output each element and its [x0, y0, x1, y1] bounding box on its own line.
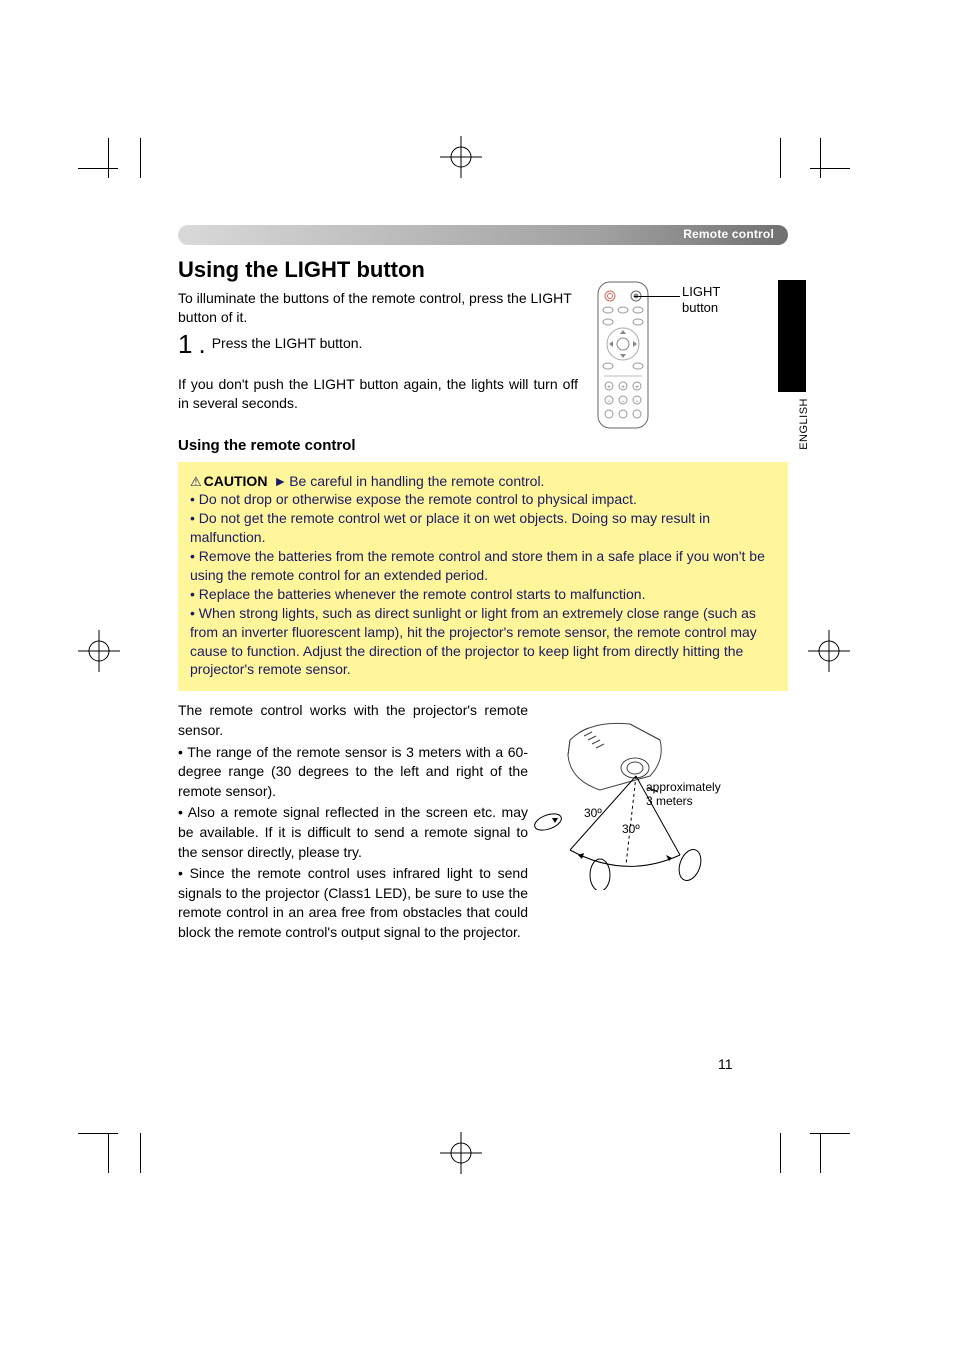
- caution-lead: Be careful in handling the remote contro…: [289, 473, 544, 489]
- step-number: 1: [178, 331, 192, 357]
- after-step-paragraph: If you don't push the LIGHT button again…: [178, 375, 578, 413]
- approx-distance-label: approximately 3 meters: [646, 780, 721, 809]
- caution-bullet-1: • Do not drop or otherwise expose the re…: [190, 490, 776, 509]
- caution-bullet-4: • Replace the batteries whenever the rem…: [190, 585, 776, 604]
- arrow-icon: ►: [273, 473, 287, 489]
- step-dot: .: [198, 331, 205, 357]
- svg-text:−: −: [621, 399, 625, 405]
- caution-bullet-2: • Do not get the remote control wet or p…: [190, 509, 776, 547]
- section-header-text: Remote control: [683, 227, 774, 241]
- side-language-label: ENGLISH: [798, 398, 810, 450]
- caution-box: ⚠CAUTION ►Be careful in handling the rem…: [178, 462, 788, 692]
- step-row: 1 . Press the LIGHT button.: [178, 331, 788, 357]
- svg-text:+: +: [621, 385, 625, 391]
- svg-text:+: +: [635, 385, 639, 391]
- page-title: Using the LIGHT button: [178, 257, 788, 283]
- registration-target-right: [808, 630, 850, 672]
- light-button-label: LIGHT button: [682, 284, 720, 315]
- intro-paragraph: To illuminate the buttons of the remote …: [178, 289, 578, 327]
- body-p1: The remote control works with the projec…: [178, 701, 528, 740]
- approx-line2: 3 meters: [646, 794, 693, 808]
- light-callout-line: [634, 296, 680, 297]
- body-p2: • The range of the remote sensor is 3 me…: [178, 743, 528, 802]
- section-header-bar: Remote control: [178, 225, 788, 245]
- angle-label-right: 30º: [622, 822, 640, 836]
- svg-text:−: −: [607, 399, 611, 405]
- angle-label-left: 30º: [584, 806, 602, 820]
- light-label-line2: button: [682, 300, 718, 315]
- approx-line1: approximately: [646, 780, 721, 794]
- sub-heading: Using the remote control: [178, 437, 788, 454]
- registration-target-top: [440, 136, 482, 178]
- body-paragraphs: The remote control works with the projec…: [178, 701, 528, 942]
- caution-lead-line: ⚠CAUTION ►Be careful in handling the rem…: [190, 472, 776, 491]
- page-number: 11: [718, 1056, 733, 1072]
- svg-text:−: −: [635, 399, 639, 405]
- caution-bullet-5: • When strong lights, such as direct sun…: [190, 604, 776, 680]
- registration-target-left: [78, 630, 120, 672]
- body-p3: • Also a remote signal reflected in the …: [178, 803, 528, 862]
- caution-icon: ⚠: [190, 474, 202, 489]
- registration-target-bottom: [440, 1132, 482, 1174]
- caution-label: CAUTION: [204, 473, 268, 489]
- svg-text:+: +: [607, 385, 611, 391]
- remote-control-figure: + + + − − −: [596, 280, 650, 430]
- light-label-line1: LIGHT: [682, 284, 720, 299]
- body-p4: • Since the remote control uses infrared…: [178, 864, 528, 942]
- caution-bullet-3: • Remove the batteries from the remote c…: [190, 547, 776, 585]
- step-text: Press the LIGHT button.: [212, 335, 363, 351]
